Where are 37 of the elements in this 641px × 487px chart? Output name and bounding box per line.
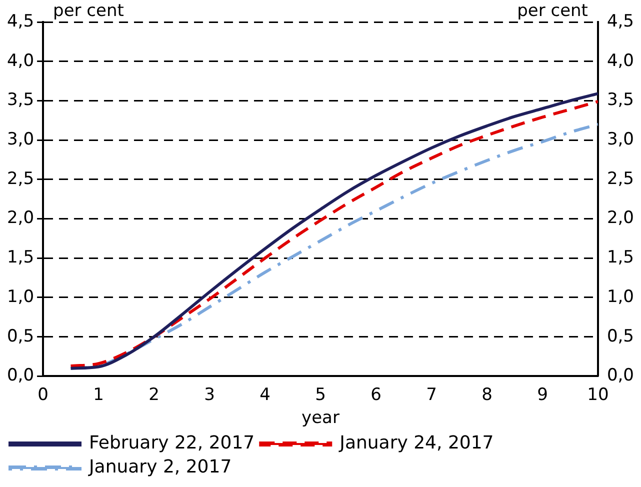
y2-axis-title: per cent [517,0,588,21]
y-tick-label: 4,5 [6,11,34,32]
y-tick-label: 4,0 [6,50,34,71]
y2-tick-label: 2,5 [606,168,634,189]
y-tick-label: 1,5 [6,248,34,268]
x-tick-label: 4 [260,384,270,405]
x-tick-label: 9 [537,384,548,405]
y2-tick-label: 4,5 [606,11,634,32]
y2-tick-label: 1,5 [606,248,634,268]
y-tick-label: 3,0 [6,129,34,150]
y-tick-label: 0,0 [6,366,34,386]
x-tick-label: 0 [38,384,48,405]
x-tick-label: 3 [204,384,215,405]
legend-label: January 2, 2017 [88,456,232,478]
y2-tick-label: 0,0 [606,366,634,386]
y2-tick-label: 4,0 [606,50,634,71]
y-tick-label: 2,0 [6,208,34,228]
y-tick-label: 1,0 [6,286,34,307]
y-tick-label: 0,5 [6,326,34,346]
y2-tick-label: 1,0 [606,286,634,307]
x-tick-label: 6 [370,384,382,405]
x-tick-label: 7 [426,384,437,405]
legend-label: January 24, 2017 [338,432,494,454]
x-tick-label: 5 [315,384,326,405]
x-tick-label: 10 [587,384,609,405]
y2-tick-label: 2,0 [606,208,634,228]
x-tick-label: 1 [93,384,104,405]
x-tick-label: 2 [148,384,160,405]
y-tick-label: 2,5 [6,168,34,189]
y2-tick-label: 3,5 [606,90,634,110]
y2-tick-label: 0,5 [606,326,634,346]
y-tick-label: 3,5 [6,90,34,110]
y-axis-title: per cent [53,0,124,21]
legend-label: February 22, 2017 [89,432,255,454]
x-axis-title: year [302,408,340,428]
x-tick-label: 8 [482,384,492,405]
y2-tick-label: 3,0 [606,129,634,150]
